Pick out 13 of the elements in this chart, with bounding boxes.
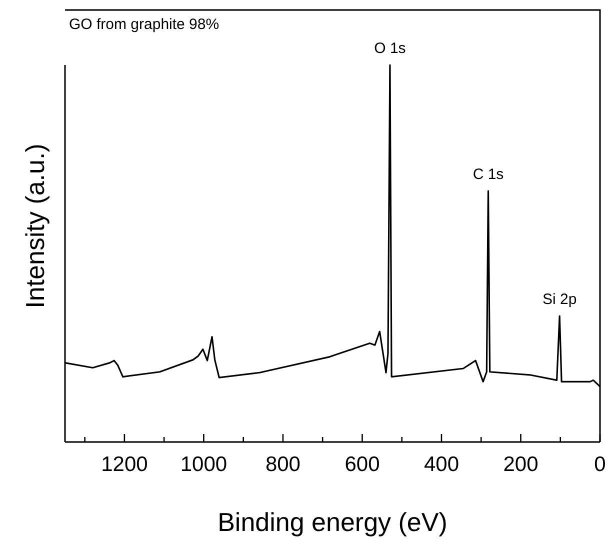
x-tick-label: 200 <box>503 452 538 476</box>
annotation: Si 2p <box>542 291 577 308</box>
chart-title: GO from graphite 98% <box>69 16 220 33</box>
y-axis-title: Intensity (a.u.) <box>20 144 50 308</box>
annotation: O 1s <box>374 40 406 57</box>
x-tick-label: 1000 <box>180 452 228 476</box>
x-axis-title: Binding energy (eV) <box>218 507 448 537</box>
x-tick-label: 0 <box>594 452 606 476</box>
x-tick-label: 600 <box>344 452 380 476</box>
x-tick-label: 800 <box>265 452 300 476</box>
x-tick-label: 400 <box>424 452 460 476</box>
annotation: C 1s <box>472 166 504 183</box>
x-tick-label: 1200 <box>101 452 148 476</box>
